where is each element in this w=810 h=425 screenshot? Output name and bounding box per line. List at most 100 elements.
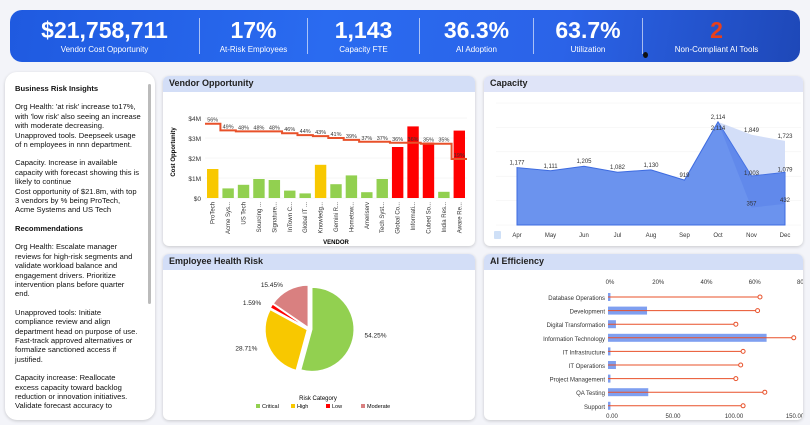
bar (207, 169, 219, 198)
lollipop-dot (762, 389, 768, 395)
category-label: IT Operations (569, 364, 605, 370)
lollipop-dot (733, 321, 739, 327)
insight-text: Cost opportunity of $21.8m, with top 3 v… (15, 186, 137, 215)
insight-text: Org Health: 'at risk' increase to17%, wi… (15, 102, 141, 131)
kpi-at-risk: 17% At-Risk Employees (200, 18, 308, 54)
x-tick-label: Global IT ... (303, 202, 309, 233)
pie-slice (272, 284, 309, 329)
x-tick-label: Dec (780, 233, 791, 239)
panel-title: AI Efficiency (484, 254, 803, 270)
kpi-value: $21,758,711 (41, 17, 168, 43)
y-tick-label: $1M (188, 176, 201, 183)
data-label: 2,114 (711, 115, 726, 121)
vendor-chart: $0 $1M $2M $3M $4M Cost Opportunity ProTech Acm… (171, 116, 467, 246)
category-label: Support (584, 405, 605, 411)
data-label: 35% (423, 138, 434, 144)
kpi-value: 2 (710, 17, 723, 43)
category-label: Project Management (550, 378, 606, 384)
y-axis-label: Cost Opportunity (171, 127, 177, 177)
legend-swatch (361, 404, 365, 408)
data-label: 43% (315, 130, 326, 136)
data-label: 1,177 (509, 161, 525, 167)
data-label: 28.71% (235, 346, 257, 353)
lollipop-dot (740, 348, 746, 354)
kpi-value: 17% (230, 17, 277, 43)
bottom-tick-label: 0.00 (606, 414, 618, 420)
data-label: 49% (223, 124, 234, 130)
health-panel: Employee Health Risk 54.25% 28.71% 1.59% 15… (163, 254, 475, 420)
kpi-label: Capacity FTE (339, 45, 388, 54)
data-label: 1,205 (576, 159, 592, 165)
kpi-label: Non-Compliant AI Tools (674, 45, 759, 54)
lollipop-dot (738, 362, 744, 368)
data-label: 41% (330, 132, 341, 138)
panel-title: Vendor Opportunity (163, 76, 475, 92)
y-tick-label: $0 (194, 196, 202, 203)
lollipop-dot (757, 294, 763, 300)
data-label: 357 (746, 202, 757, 208)
bar (330, 184, 342, 198)
data-label: 1.59% (243, 300, 262, 307)
bar (284, 190, 296, 198)
kpi-label: Vendor Cost Opportunity (60, 45, 149, 54)
x-tick-label: Aware Re... (457, 202, 463, 234)
legend-label: High (297, 404, 308, 410)
data-label: 44% (300, 129, 311, 135)
recommendation-text: Capacity increase: Reallocate excess cap… (15, 373, 128, 411)
data-label: 35% (438, 138, 449, 144)
pie-slice (264, 308, 308, 371)
bar (438, 191, 450, 198)
kpi-banner: $21,758,711 Vendor Cost Opportunity 17% At… (10, 10, 800, 62)
data-label: 46% (284, 127, 295, 133)
kpi-value: 36.3% (443, 17, 510, 43)
recommendations-title: Recommendations (15, 223, 83, 233)
x-tick-label: May (545, 233, 556, 239)
bar (222, 188, 234, 198)
bottom-tick-label: 50.00 (665, 414, 681, 420)
percent-line (205, 122, 467, 160)
capacity-area (516, 120, 786, 226)
edit-icon (494, 231, 501, 239)
top-tick-label: 60% (749, 280, 762, 286)
x-tick-label: Jun (579, 233, 589, 239)
bar (391, 147, 404, 198)
data-label: 1,079 (777, 167, 793, 173)
kpi-label: At-Risk Employees (219, 45, 288, 54)
scrollbar[interactable] (148, 84, 151, 304)
x-tick-label: Ameriserv (365, 202, 371, 229)
insight-text: Capacity. Increase in available capacity… (15, 158, 140, 187)
bar (422, 142, 435, 198)
top-tick-label: 20% (652, 280, 665, 286)
y-tick-label: $4M (188, 116, 201, 123)
x-tick-label: India Res... (442, 202, 448, 233)
kpi-vendor-cost: $21,758,711 Vendor Cost Opportunity (10, 18, 200, 54)
kpi-label: Utilization (570, 45, 606, 54)
data-label: 1,849 (744, 128, 760, 134)
y-tick-label: $2M (188, 156, 201, 163)
bottom-tick-label: 100.00 (725, 414, 744, 420)
data-label: 48% (253, 125, 264, 131)
data-label: 48% (238, 125, 249, 131)
data-label: 1,003 (744, 171, 760, 177)
data-label: 1,723 (777, 134, 793, 140)
insights-title: Business Risk Insights (15, 84, 99, 93)
data-label: 919 (679, 173, 690, 179)
x-tick-label: Sep (679, 233, 690, 239)
legend-swatch (291, 404, 295, 408)
health-chart: 54.25% 28.71% 1.59% 15.45% Risk Category Crit… (235, 282, 390, 410)
data-label: 37% (361, 136, 372, 142)
info-icon[interactable] (643, 52, 648, 58)
lollipop-dot (755, 308, 761, 314)
x-axis-label: VENDOR (323, 240, 349, 246)
legend-swatch (256, 404, 260, 408)
x-tick-label: Acme Sys... (226, 202, 232, 234)
kpi-ai-adoption: 36.3% AI Adoption (420, 18, 534, 54)
data-label: 19% (454, 153, 465, 159)
legend-label: Moderate (367, 404, 390, 410)
x-tick-label: Sourcing ... (257, 202, 263, 233)
data-label: 56% (207, 118, 218, 124)
category-label: Database Operations (548, 296, 605, 302)
recommendation-text: Org Health: Escalate manager reviews for… (15, 242, 133, 299)
kpi-value: 63.7% (555, 17, 621, 43)
kpi-label: AI Adoption (456, 45, 497, 54)
